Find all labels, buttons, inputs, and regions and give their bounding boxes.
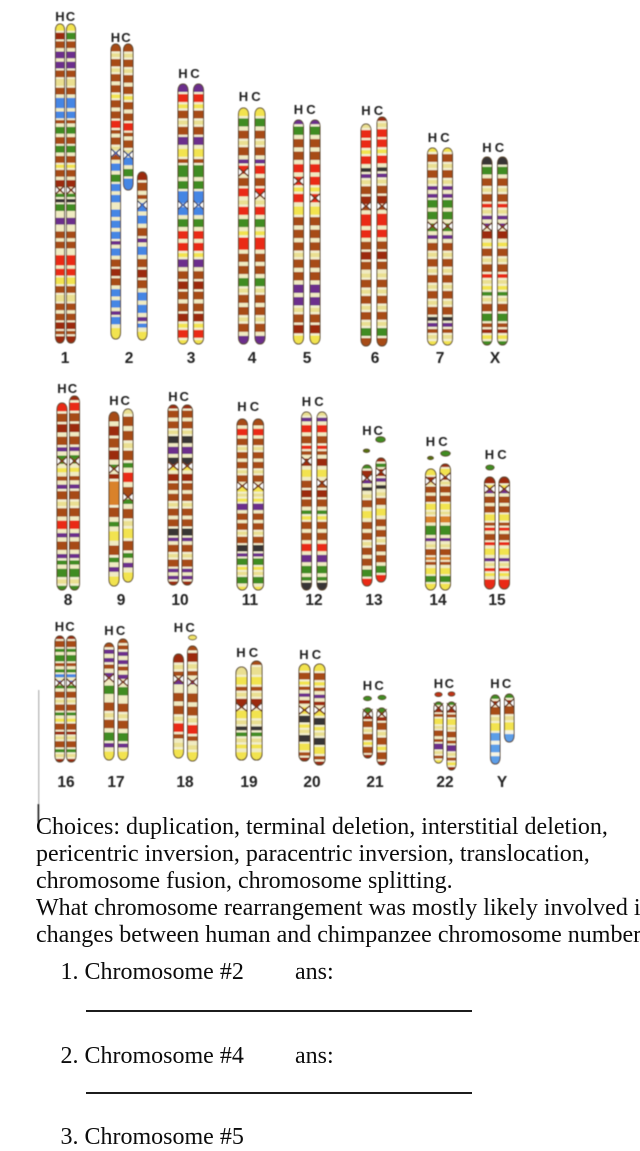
svg-text:H: H xyxy=(302,394,311,409)
svg-text:H: H xyxy=(428,130,437,145)
svg-text:C: C xyxy=(438,434,448,449)
svg-text:H: H xyxy=(111,30,120,45)
svg-text:H: H xyxy=(490,676,499,691)
svg-text:C: C xyxy=(249,645,259,660)
svg-text:C: C xyxy=(121,30,131,45)
svg-text:19: 19 xyxy=(240,774,258,791)
svg-text:C: C xyxy=(445,676,455,691)
svg-text:20: 20 xyxy=(303,774,320,791)
svg-text:8: 8 xyxy=(64,592,73,609)
svg-text:21: 21 xyxy=(366,774,384,791)
svg-text:H: H xyxy=(57,381,66,396)
svg-text:C: C xyxy=(180,389,190,404)
svg-text:2: 2 xyxy=(125,350,134,367)
svg-text:C: C xyxy=(502,676,512,691)
svg-text:1: 1 xyxy=(61,350,70,367)
svg-text:H: H xyxy=(55,9,64,24)
svg-text:3: 3 xyxy=(187,350,196,367)
svg-text:C: C xyxy=(65,619,75,634)
svg-text:C: C xyxy=(312,647,322,662)
svg-text:12: 12 xyxy=(305,592,322,609)
svg-text:22: 22 xyxy=(436,774,453,791)
svg-text:6: 6 xyxy=(371,350,380,367)
svg-text:H: H xyxy=(55,619,64,634)
svg-text:H: H xyxy=(168,389,177,404)
svg-text:H: H xyxy=(294,102,303,117)
svg-text:H: H xyxy=(236,645,245,660)
svg-text:H: H xyxy=(426,434,435,449)
svg-text:C: C xyxy=(440,130,450,145)
svg-text:C: C xyxy=(497,447,507,462)
svg-text:H: H xyxy=(104,623,113,638)
svg-text:C: C xyxy=(250,399,260,414)
svg-text:C: C xyxy=(185,620,195,635)
svg-text:13: 13 xyxy=(365,592,383,609)
svg-text:C: C xyxy=(116,623,126,638)
svg-text:H: H xyxy=(362,423,371,438)
svg-text:C: C xyxy=(374,423,384,438)
svg-text:X: X xyxy=(490,350,501,367)
svg-text:15: 15 xyxy=(488,592,506,609)
svg-text:7: 7 xyxy=(436,350,445,367)
svg-text:H: H xyxy=(482,140,491,155)
svg-text:17: 17 xyxy=(107,774,124,791)
svg-text:10: 10 xyxy=(171,592,188,609)
svg-text:H: H xyxy=(485,447,494,462)
svg-text:Y: Y xyxy=(497,774,508,791)
svg-text:16: 16 xyxy=(57,774,75,791)
svg-text:C: C xyxy=(121,393,131,408)
svg-text:H: H xyxy=(363,678,372,693)
svg-text:H: H xyxy=(434,676,443,691)
svg-text:H: H xyxy=(299,647,308,662)
svg-text:4: 4 xyxy=(248,350,257,367)
svg-text:C: C xyxy=(251,89,261,104)
svg-text:9: 9 xyxy=(117,592,126,609)
svg-text:H: H xyxy=(174,620,183,635)
svg-text:18: 18 xyxy=(176,774,194,791)
svg-text:C: C xyxy=(306,102,316,117)
svg-text:C: C xyxy=(374,678,384,693)
svg-text:5: 5 xyxy=(303,350,312,367)
svg-text:C: C xyxy=(495,140,505,155)
svg-text:C: C xyxy=(314,394,324,409)
svg-text:C: C xyxy=(374,103,384,118)
svg-text:H: H xyxy=(109,393,118,408)
svg-text:11: 11 xyxy=(242,592,259,609)
svg-text:H: H xyxy=(178,66,187,81)
svg-text:C: C xyxy=(66,9,76,24)
svg-text:H: H xyxy=(361,103,370,118)
svg-text:C: C xyxy=(68,381,78,396)
svg-text:14: 14 xyxy=(429,592,447,609)
svg-text:H: H xyxy=(237,399,246,414)
svg-text:C: C xyxy=(190,66,200,81)
svg-text:H: H xyxy=(239,89,248,104)
